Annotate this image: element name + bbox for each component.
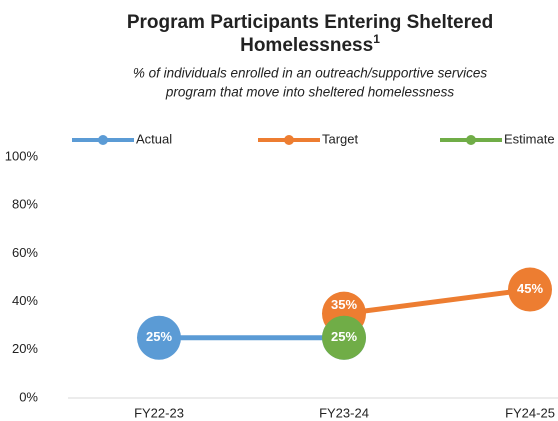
data-point — [137, 315, 181, 360]
y-tick-label: 40% — [12, 293, 38, 308]
data-label: 25% — [146, 329, 172, 344]
x-tick-label: FY24-25 — [505, 405, 555, 420]
chart-subtitle: program that move into sheltered homeles… — [165, 85, 454, 100]
legend-marker — [284, 135, 294, 145]
data-point — [322, 315, 366, 360]
data-label: 35% — [331, 297, 357, 312]
data-point — [508, 267, 552, 312]
y-tick-label: 60% — [12, 245, 38, 260]
y-tick-label: 0% — [19, 389, 38, 404]
y-tick-label: 80% — [12, 197, 38, 212]
legend-marker — [98, 135, 108, 145]
y-tick-label: 20% — [12, 341, 38, 356]
chart-title-line: Homelessness1 — [240, 32, 380, 56]
legend-label: Target — [322, 131, 359, 146]
legend-marker — [466, 135, 476, 145]
x-tick-label: FY22-23 — [134, 405, 184, 420]
legend-label: Estimate — [504, 131, 555, 146]
y-tick-label: 100% — [5, 148, 39, 163]
data-label: 25% — [331, 329, 357, 344]
legend-label: Actual — [136, 131, 172, 146]
title-footnote: 1 — [373, 32, 380, 46]
series-line — [343, 287, 531, 317]
x-tick-label: FY23-24 — [319, 405, 369, 420]
data-label: 45% — [517, 281, 543, 296]
chart-title-line: Program Participants Entering Sheltered — [127, 12, 493, 33]
chart-subtitle: % of individuals enrolled in an outreach… — [133, 66, 487, 81]
